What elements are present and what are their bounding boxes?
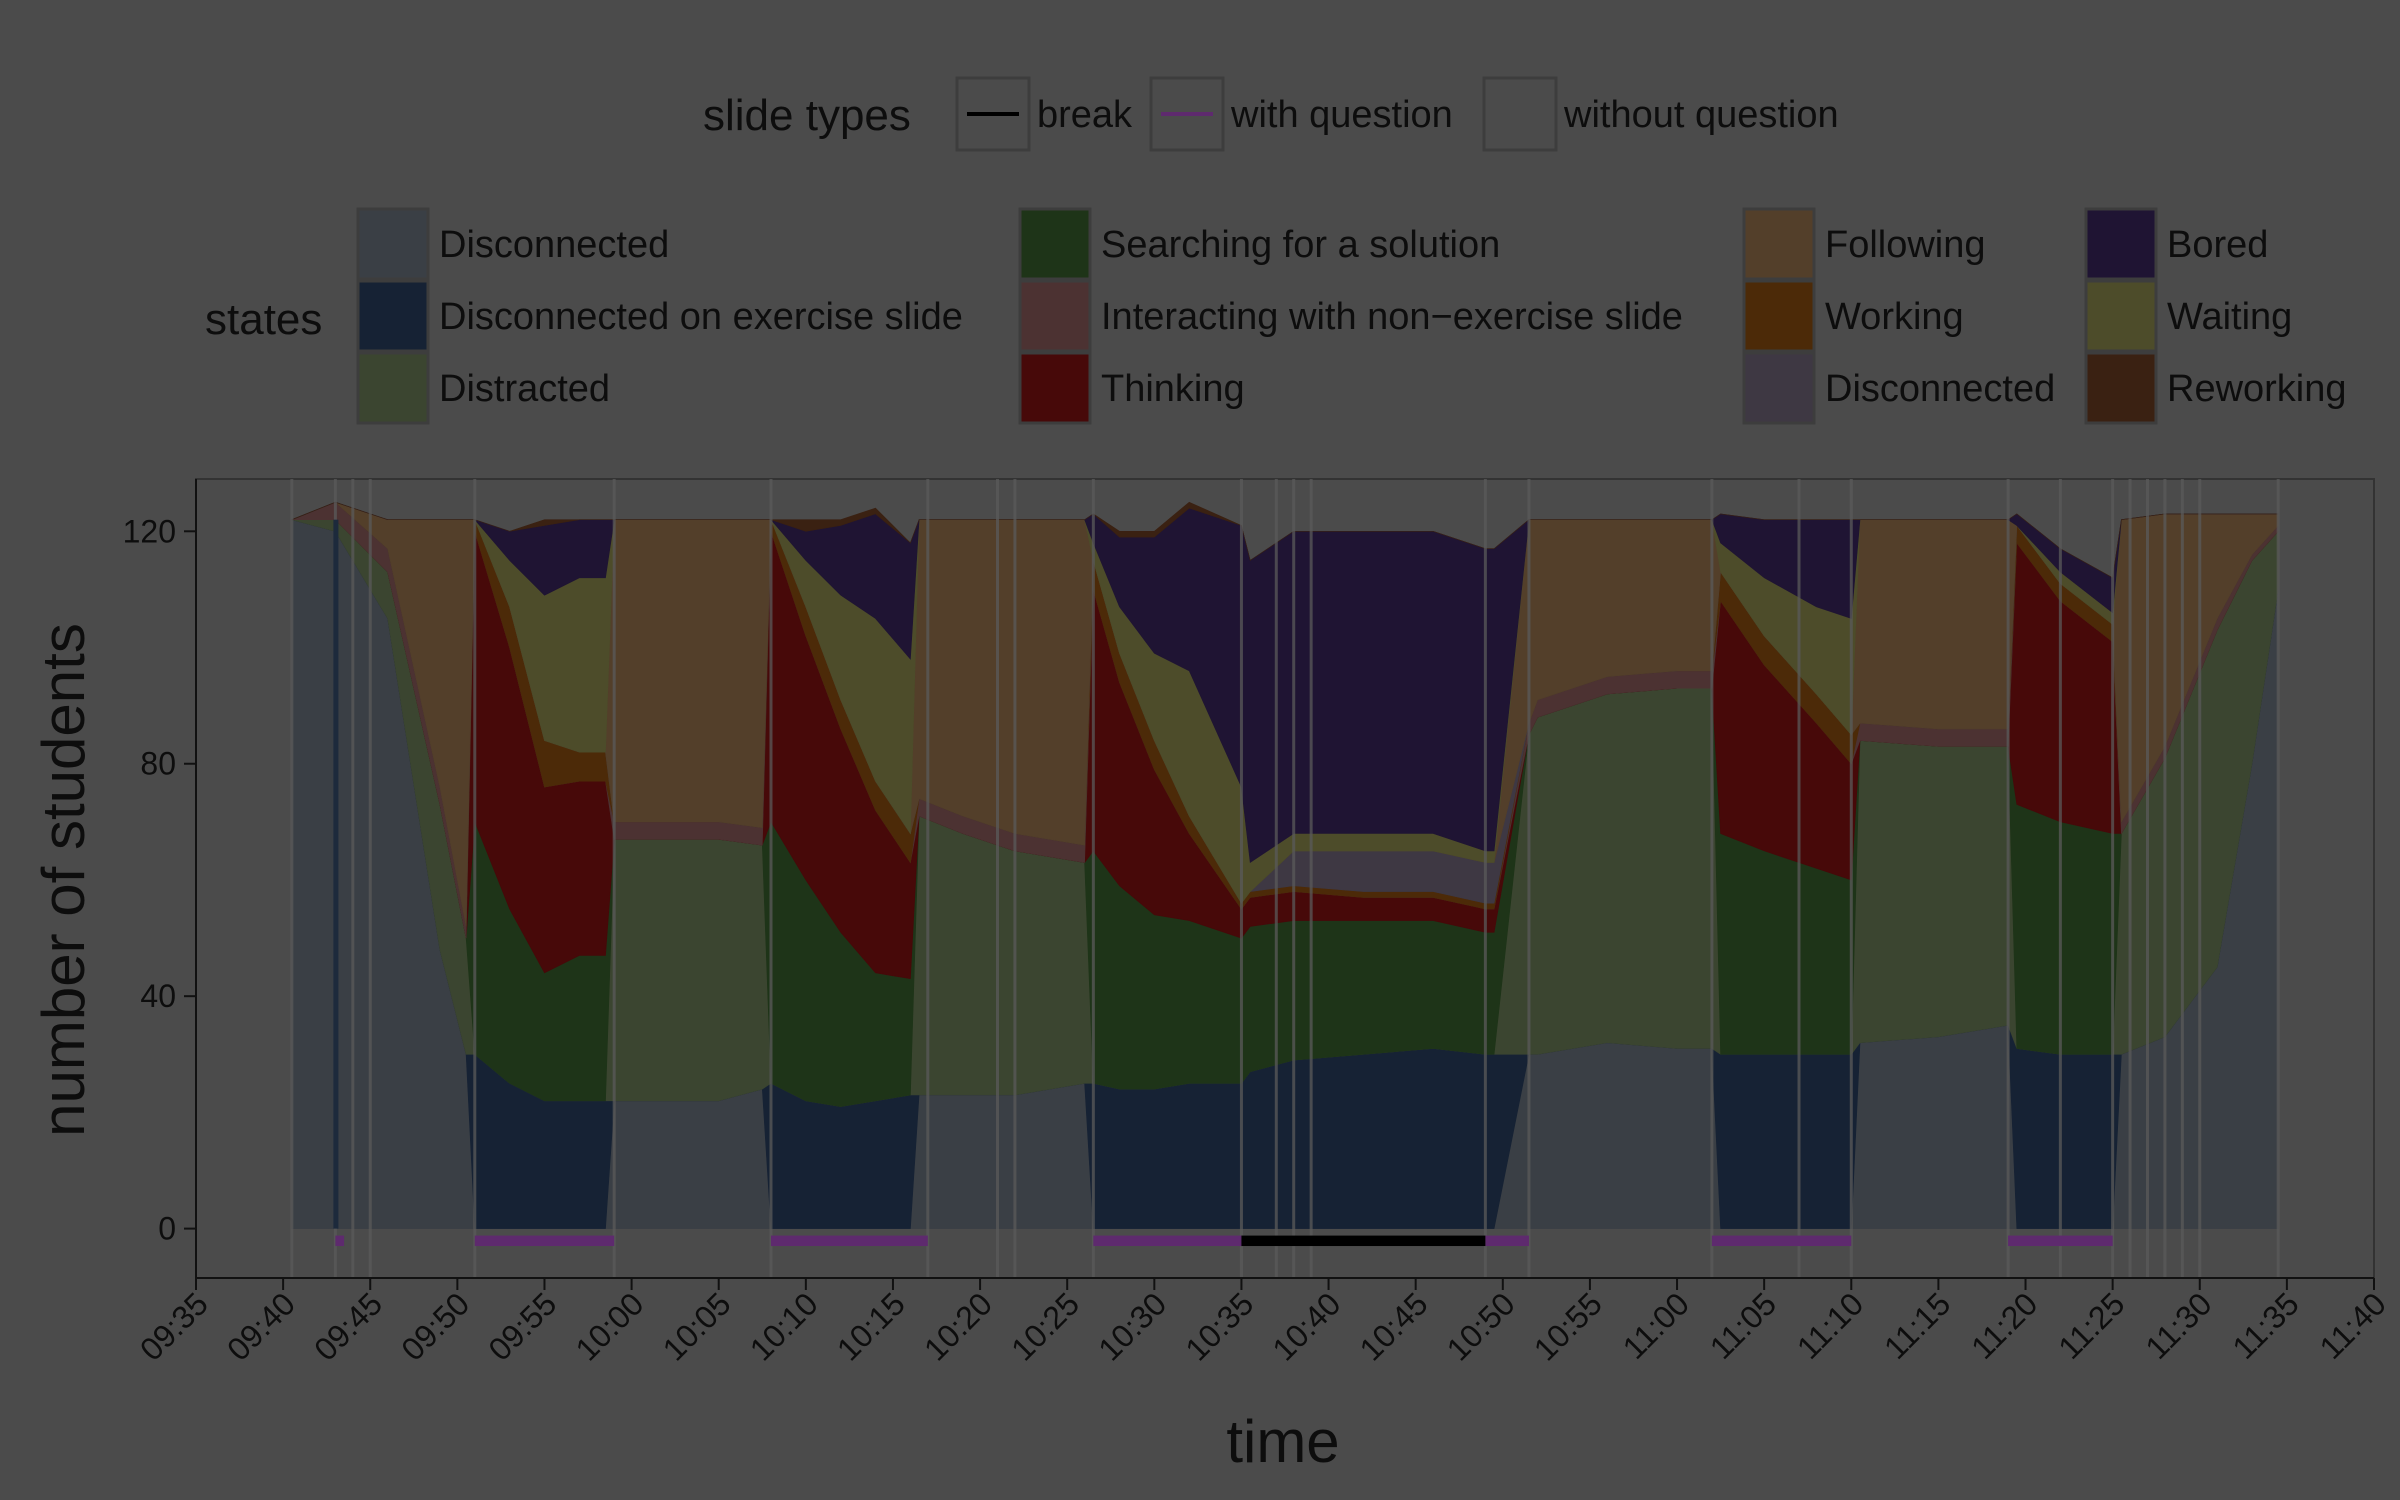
legend-item-disconnected-2: Disconnected [1742, 351, 2055, 425]
legend-states-title: states [205, 295, 322, 344]
legend-label-without-question: without question [1563, 94, 1839, 136]
legend-key-waiting [2084, 279, 2158, 353]
legend-label-searching-for-a-solution: Searching for a solution [1101, 224, 1500, 266]
legend-label-thinking: Thinking [1101, 368, 1245, 410]
legend-states: states Disconnected Disconnected on exerc… [205, 207, 2347, 425]
marker-with-question-3 [1093, 1235, 1242, 1247]
legend-key-without-question [1482, 76, 1558, 152]
legend-item-interacting-with-non-exercise-slide-1: Interacting with non−exercise slide [1018, 279, 1683, 353]
legend-key-working [1742, 279, 1816, 353]
legend-slide-types-title: slide types [703, 91, 911, 140]
marker-break-0 [1241, 1235, 1486, 1247]
legend-item-without-question: without question [1482, 76, 1839, 152]
y-tick-label-0: 0 [158, 1211, 176, 1247]
legend-item-disconnected-0: Disconnected [356, 207, 669, 281]
legend-label-break: break [1037, 94, 1133, 136]
legend-label-with-question: with question [1230, 94, 1453, 136]
legend-item-break: break [955, 76, 1133, 152]
marker-with-question-5 [1711, 1235, 1852, 1247]
legend-label-disconnected-on-exercise-slide: Disconnected on exercise slide [439, 296, 963, 338]
legend-key-reworking [2084, 351, 2158, 425]
legend-item-bored-3: Bored [2084, 207, 2268, 281]
legend-key-disconnected [1742, 351, 1816, 425]
legend-item-with-question: with question [1149, 76, 1453, 152]
marker-with-question-0 [335, 1235, 345, 1247]
slide-type-markers [333, 519, 2113, 1247]
legend-label-following: Following [1825, 224, 1986, 266]
legend-key-thinking [1018, 351, 1092, 425]
legend-label-waiting: Waiting [2167, 296, 2292, 338]
legend-key-distracted [356, 351, 430, 425]
legend-item-working-2: Working [1742, 279, 1964, 353]
legend-label-distracted: Distracted [439, 368, 610, 410]
y-tick-label-80: 80 [140, 746, 176, 782]
y-axis-title: number of students [30, 623, 97, 1137]
marker-with-question-4 [1485, 1235, 1529, 1247]
legend-key-interacting-with-non-exercise-slide [1018, 279, 1092, 353]
legend-item-thinking-1: Thinking [1018, 351, 1245, 425]
y-tick-label-120: 120 [123, 513, 176, 549]
legend-key-disconnected [356, 207, 430, 281]
legend-key-searching-for-a-solution [1018, 207, 1092, 281]
legend-key-bored [2084, 207, 2158, 281]
legend-item-disconnected-on-exercise-slide-0: Disconnected on exercise slide [356, 279, 963, 353]
marker-with-question-1 [474, 1235, 615, 1247]
legend-item-following-2: Following [1742, 207, 1986, 281]
legend-slide-types: slide types break with question without … [703, 76, 1839, 152]
legend-item-distracted-0: Distracted [356, 351, 610, 425]
legend-item-waiting-3: Waiting [2084, 279, 2292, 353]
marker-with-question-6 [2008, 1235, 2113, 1247]
y-axis: 0 40 80 120 [123, 479, 197, 1278]
x-axis-title: time [1226, 1408, 1339, 1475]
legend-label-interacting-with-non-exercise-slide: Interacting with non−exercise slide [1101, 296, 1683, 338]
legend-label-reworking: Reworking [2167, 368, 2347, 410]
legend-label-working: Working [1825, 296, 1964, 338]
legend-label-bored: Bored [2167, 224, 2268, 266]
legend-item-reworking-3: Reworking [2084, 351, 2347, 425]
area-reworking [291, 501, 2279, 579]
legend-label-disconnected: Disconnected [1825, 368, 2055, 410]
y-tick-label-40: 40 [140, 978, 176, 1014]
marker-early-exercise-slide [333, 519, 339, 1229]
legend-key-disconnected-on-exercise-slide [356, 279, 430, 353]
stacked-area-series [291, 501, 2279, 1229]
marker-with-question-2 [770, 1235, 928, 1247]
legend-item-searching-for-a-solution-1: Searching for a solution [1018, 207, 1500, 281]
legend-label-disconnected: Disconnected [439, 224, 669, 266]
legend-states-items: Disconnected Disconnected on exercise sli… [356, 207, 2347, 425]
legend-key-following [1742, 207, 1816, 281]
